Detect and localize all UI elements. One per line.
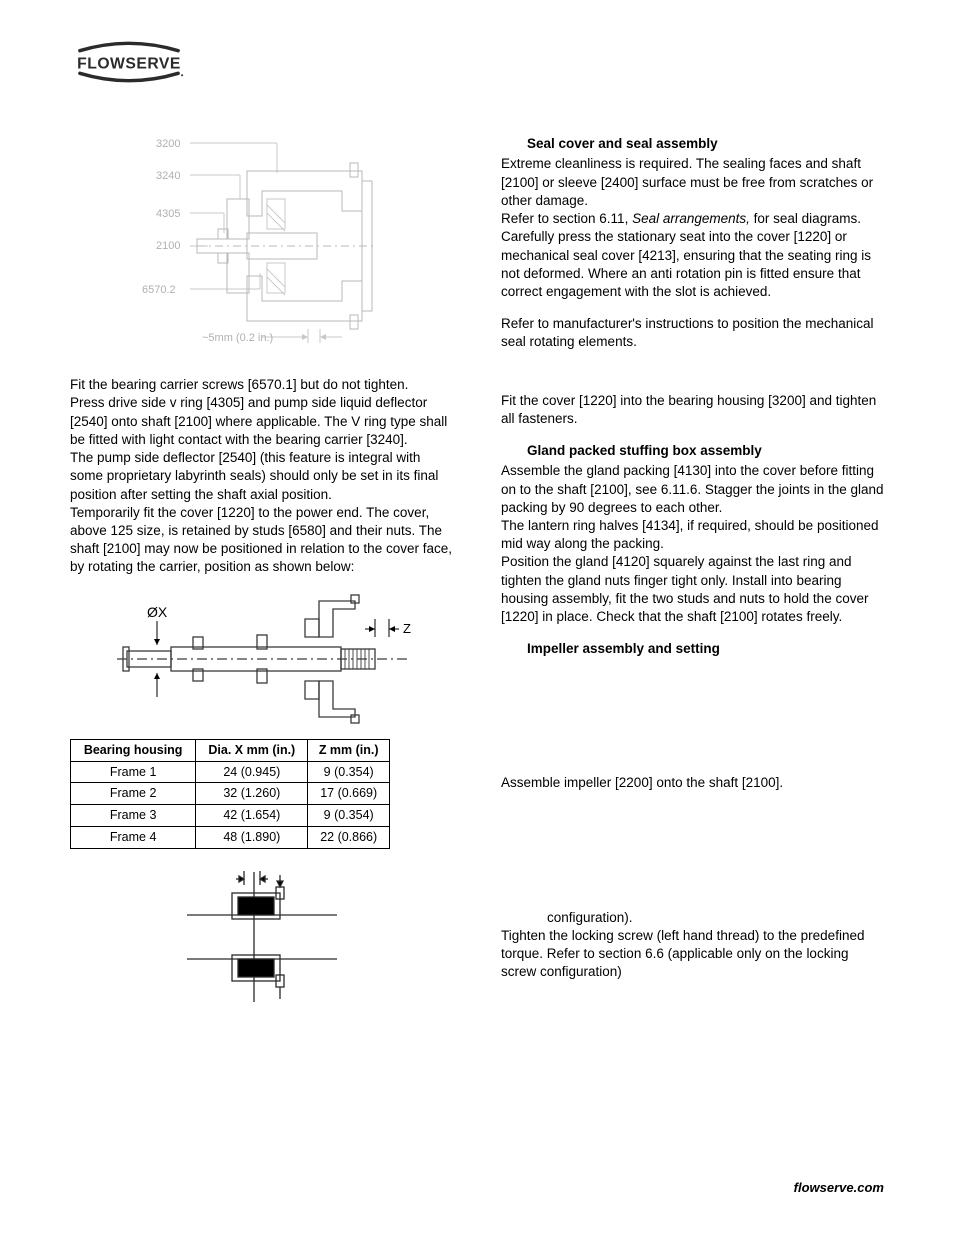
right-p8-indent: configuration). <box>501 909 884 927</box>
dim-label-65702: 6570.2 <box>142 284 176 296</box>
th-bearing: Bearing housing <box>71 739 196 761</box>
dim-label-4305: 4305 <box>156 208 180 220</box>
brand-logo: FLOWSERVE <box>70 38 884 91</box>
right-p8: Tighten the locking screw (left hand thr… <box>501 927 884 982</box>
right-p2: Refer to manufacturer's instructions to … <box>501 315 884 351</box>
bearing-diagram: 3200 3240 4305 2100 6570.2 <box>112 121 412 366</box>
table-row: Frame 2 32 (1.260) 17 (0.669) <box>71 783 390 805</box>
right-p1a: Extreme cleanliness is required. The sea… <box>501 155 884 210</box>
dim-label-3200: 3200 <box>156 138 180 150</box>
heading-seal-cover: Seal cover and seal assembly <box>501 135 884 153</box>
table-row: Frame 3 42 (1.654) 9 (0.354) <box>71 805 390 827</box>
right-p3: Fit the cover [1220] into the bearing ho… <box>501 392 884 428</box>
label-z: Z <box>403 621 411 636</box>
small-section-diagram <box>182 867 342 1007</box>
right-column: Seal cover and seal assembly Extreme cle… <box>501 121 884 1017</box>
left-p2: Press drive side v ring [4305] and pump … <box>70 394 453 449</box>
dim-label-3240: 3240 <box>156 170 180 182</box>
right-p1b: Refer to section 6.11, Seal arrangements… <box>501 210 884 228</box>
heading-gland: Gland packed stuffing box assembly <box>501 442 884 460</box>
left-p3: The pump side deflector [2540] (this fea… <box>70 449 453 504</box>
label-diax: ØX <box>147 604 168 620</box>
left-p1: Fit the bearing carrier screws [6570.1] … <box>70 376 453 394</box>
left-column: 3200 3240 4305 2100 6570.2 <box>70 121 453 1017</box>
table-row: Frame 1 24 (0.945) 9 (0.354) <box>71 761 390 783</box>
th-diax: Dia. X mm (in.) <box>196 739 308 761</box>
shaft-position-diagram: ØX Z <box>107 589 417 729</box>
left-p4: Temporarily fit the cover [1220] to the … <box>70 504 453 577</box>
right-p7: Assemble impeller [2200] onto the shaft … <box>501 774 884 792</box>
right-p6: Position the gland [4120] squarely again… <box>501 553 884 626</box>
footer-url: flowserve.com <box>794 1179 884 1197</box>
brand-text: FLOWSERVE <box>77 55 181 72</box>
th-z: Z mm (in.) <box>308 739 390 761</box>
right-p1c: Carefully press the stationary seat into… <box>501 228 884 301</box>
table-row: Frame 4 48 (1.890) 22 (0.866) <box>71 827 390 849</box>
heading-impeller: Impeller assembly and setting <box>501 640 884 658</box>
right-p5: The lantern ring halves [4134], if requi… <box>501 517 884 553</box>
right-p4: Assemble the gland packing [4130] into t… <box>501 462 884 517</box>
dim-label-2100: 2100 <box>156 240 180 252</box>
frame-table: Bearing housing Dia. X mm (in.) Z mm (in… <box>70 739 390 849</box>
flowserve-logo-icon: FLOWSERVE <box>70 38 188 86</box>
dim-5mm: ~5mm (0.2 in.) <box>202 332 273 344</box>
